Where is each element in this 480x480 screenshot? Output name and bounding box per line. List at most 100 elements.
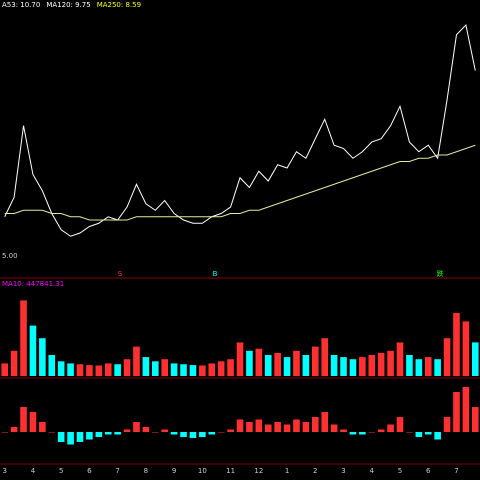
volume-bar	[406, 355, 413, 376]
volume-bar	[95, 365, 103, 376]
macd-bar	[415, 432, 423, 437]
volume-bar	[236, 342, 244, 376]
volume-bar	[199, 365, 206, 376]
volume-bar	[29, 325, 37, 376]
volume-bar	[330, 355, 338, 376]
volume-bar	[123, 359, 131, 376]
macd-bar	[227, 429, 234, 432]
macd-bar	[180, 432, 187, 437]
volume-bar	[1, 363, 9, 376]
volume-bar	[415, 359, 423, 376]
macd-bar	[359, 432, 366, 435]
macd-bar	[86, 432, 93, 440]
macd-bar	[340, 429, 347, 432]
macd-bar	[387, 424, 394, 432]
volume-bar	[180, 364, 187, 376]
macd-bar	[67, 432, 74, 445]
macd-bar	[396, 417, 404, 432]
x-tick-label: 10	[198, 467, 207, 475]
macd-bar	[133, 422, 140, 432]
volume-bar	[152, 361, 159, 376]
macd-bar	[274, 422, 281, 432]
volume-bar	[377, 352, 385, 376]
x-tick-label: 3	[2, 467, 6, 475]
price-line	[4, 23, 476, 237]
volume-bar	[189, 365, 197, 376]
volume-bar	[10, 350, 18, 376]
x-tick-label: 2	[313, 467, 317, 475]
macd-bar	[246, 422, 253, 432]
volume-bar	[387, 350, 394, 376]
volume-bar	[208, 363, 216, 376]
macd-bar	[161, 429, 168, 432]
x-tick-label: 4	[370, 467, 375, 475]
volume-bar	[161, 359, 168, 376]
macd-bar	[170, 432, 178, 435]
macd-bar	[236, 419, 244, 432]
volume-bar	[67, 363, 74, 376]
x-tick-label: 12	[254, 467, 263, 475]
x-tick-label: 6	[426, 467, 431, 475]
macd-bar	[1, 432, 9, 433]
annotation: S	[118, 270, 123, 278]
volume-bar	[57, 361, 65, 376]
x-tick-label: 8	[144, 467, 148, 475]
volume-bar	[255, 348, 263, 376]
macd-bar	[217, 432, 225, 433]
volume-bar	[20, 300, 27, 376]
y-tick-label: 5.00	[2, 252, 18, 260]
macd-bar	[20, 407, 27, 432]
macd-bar	[48, 432, 56, 433]
macd-bar	[368, 432, 376, 433]
volume-bar	[434, 359, 441, 376]
macd-bar	[264, 424, 272, 432]
x-tick-label: 5	[59, 467, 63, 475]
macd-bar	[255, 419, 263, 432]
macd-bar	[57, 432, 65, 442]
macd-bar	[39, 422, 46, 432]
volume-bar	[142, 357, 150, 376]
volume-title: MA10: 447841.31	[2, 280, 64, 288]
volume-bar	[424, 357, 432, 376]
macd-bar	[293, 419, 300, 432]
x-tick-label: 9	[172, 467, 176, 475]
annotation: 跌	[437, 269, 444, 278]
x-tick-label: 7	[454, 467, 458, 475]
macd-bar	[330, 424, 338, 432]
volume-bar	[302, 355, 310, 376]
volume-bar	[359, 357, 366, 376]
macd-bar	[29, 412, 37, 432]
macd-bar	[377, 429, 385, 432]
macd-bar	[104, 432, 112, 435]
volume-bar	[114, 364, 121, 376]
volume-bar	[76, 364, 84, 376]
x-tick-label: 4	[31, 467, 36, 475]
macd-bar	[95, 432, 103, 437]
macd-bar	[123, 429, 131, 432]
volume-bar	[349, 359, 357, 376]
macd-bar	[321, 412, 328, 432]
volume-bar	[170, 363, 178, 376]
macd-bar	[76, 432, 84, 442]
legend-label: MA250: 8.59	[97, 1, 141, 9]
macd-bar	[424, 432, 432, 435]
macd-bar	[189, 432, 197, 438]
volume-bar	[283, 357, 291, 376]
volume-bar	[86, 365, 93, 376]
macd-bar	[152, 432, 159, 433]
volume-bar	[453, 313, 460, 376]
volume-bar	[264, 355, 272, 376]
volume-bar	[462, 321, 470, 376]
annotation: B	[213, 270, 218, 278]
macd-bar	[406, 432, 413, 433]
macd-bar	[208, 432, 216, 435]
x-tick-label: 5	[398, 467, 402, 475]
macd-bar	[283, 424, 291, 432]
volume-bar	[246, 350, 253, 376]
volume-bar	[133, 346, 140, 376]
volume-bar	[472, 342, 479, 376]
volume-bar	[396, 342, 404, 376]
macd-bar	[114, 432, 121, 435]
legend-label: MA120: 9.75	[46, 1, 90, 9]
